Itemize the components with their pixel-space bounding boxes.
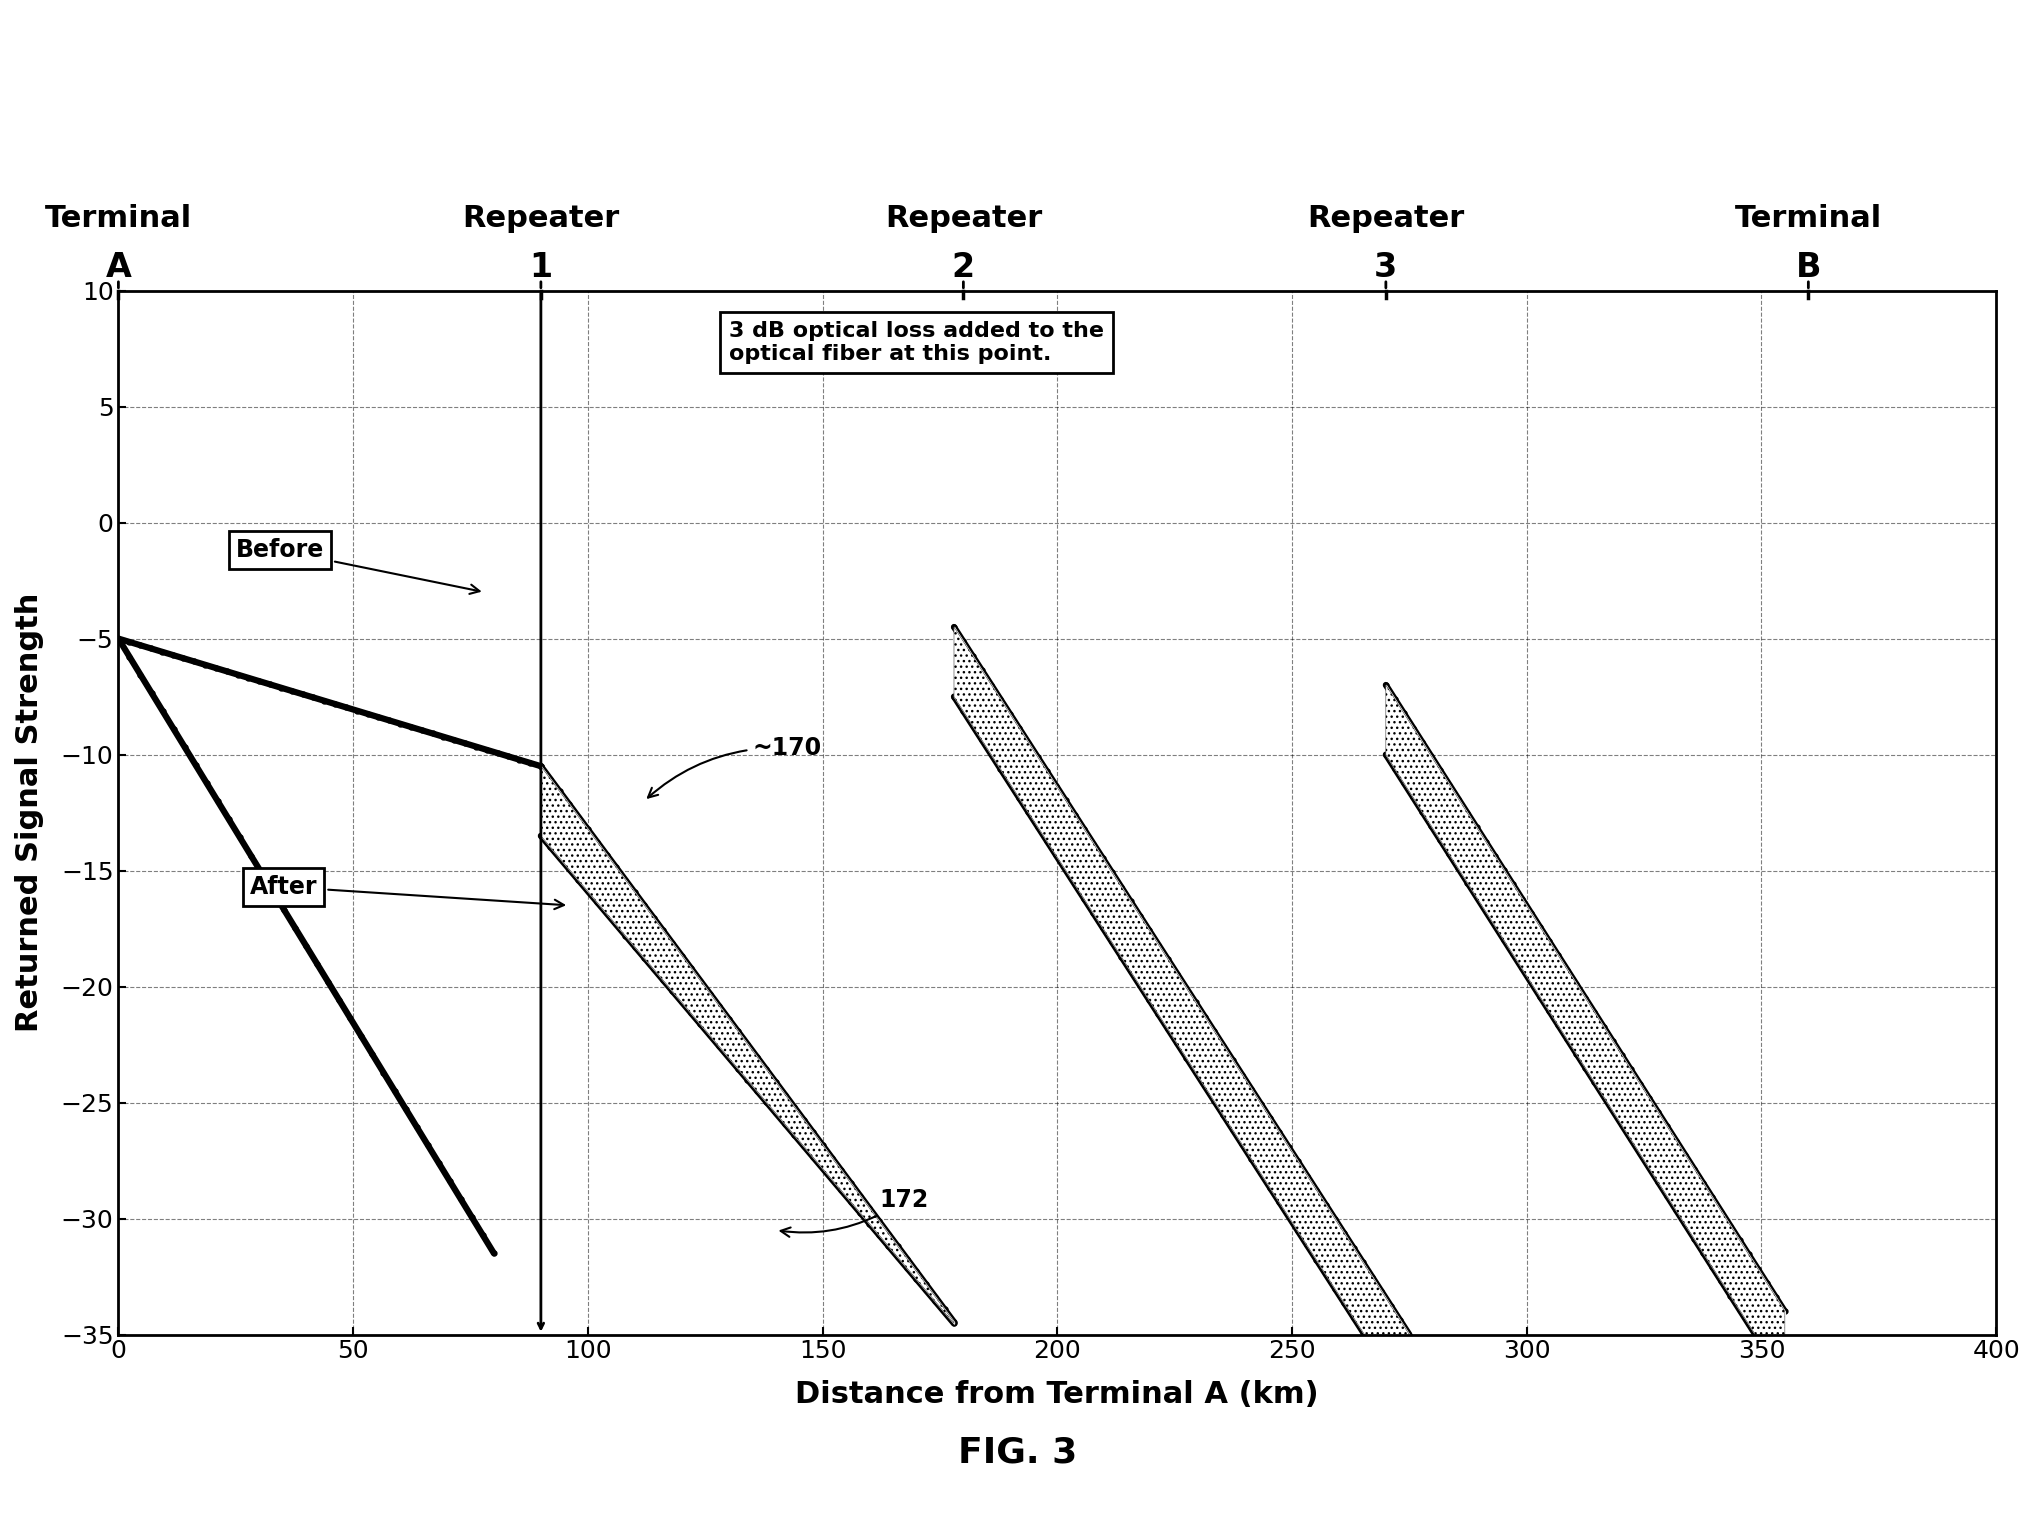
Text: Terminal: Terminal <box>45 203 191 233</box>
Y-axis label: Returned Signal Strength: Returned Signal Strength <box>14 592 45 1032</box>
Text: 3: 3 <box>1374 250 1398 283</box>
Text: Repeater: Repeater <box>462 203 619 233</box>
Text: Terminal: Terminal <box>1734 203 1882 233</box>
Text: Repeater: Repeater <box>885 203 1042 233</box>
Text: 1: 1 <box>529 250 551 283</box>
Text: Before: Before <box>236 538 480 594</box>
Text: After: After <box>250 874 564 909</box>
Text: Repeater: Repeater <box>1306 203 1465 233</box>
X-axis label: Distance from Terminal A (km): Distance from Terminal A (km) <box>796 1380 1319 1409</box>
Text: B: B <box>1795 250 1821 283</box>
Text: 172: 172 <box>781 1188 928 1236</box>
Text: A: A <box>106 250 132 283</box>
Text: ~170: ~170 <box>647 736 822 797</box>
Text: 2: 2 <box>952 250 975 283</box>
Text: FIG. 3: FIG. 3 <box>958 1436 1077 1470</box>
Text: 3 dB optical loss added to the
optical fiber at this point.: 3 dB optical loss added to the optical f… <box>729 321 1103 364</box>
